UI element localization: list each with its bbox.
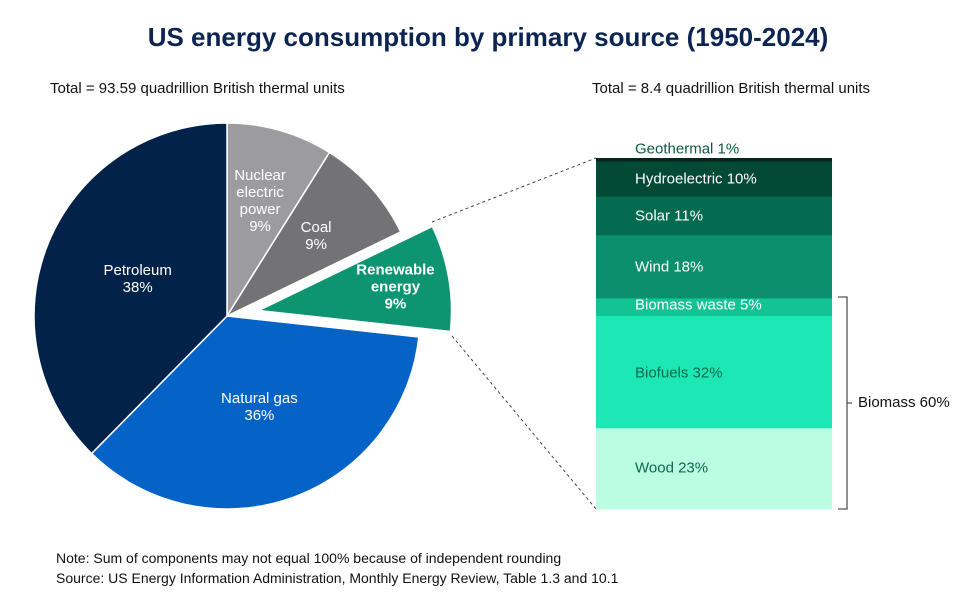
pie-label-line: Natural gas xyxy=(221,389,298,407)
bar-label-biomass: Biomass waste 5% xyxy=(635,296,762,314)
bar-label-geothermal: Geothermal 1% xyxy=(635,140,740,158)
pie-label-line: 9% xyxy=(384,295,407,313)
bar-label-wind: Wind 18% xyxy=(635,258,704,276)
pie-label-line: Coal xyxy=(300,219,332,237)
pie-label-natural-gas: Natural gas 36% xyxy=(221,390,298,424)
bar-total: Total = 8.4 quadrillion British thermal … xyxy=(592,80,871,97)
pie-label-line: Petroleum xyxy=(103,262,172,280)
biomass-group-label: Biomass 60% xyxy=(858,394,950,411)
connector-line-top xyxy=(431,157,597,223)
bar-segment-wind xyxy=(596,235,832,299)
pie-label-line: electric xyxy=(236,183,284,201)
pie-label-line: 9% xyxy=(249,217,271,235)
bar-segment-solar xyxy=(596,196,832,236)
pie-slice-renewable-energy xyxy=(255,225,453,333)
biomass-bracket xyxy=(838,296,852,510)
bar-segment-biofuels xyxy=(596,315,832,429)
pie-slice-coal xyxy=(224,151,402,318)
pie-label-line: Renewable xyxy=(356,261,435,279)
pie-slice-nuclear-electric-power xyxy=(226,122,331,319)
bar-segment-wood xyxy=(596,428,832,510)
bar-label-wood: Wood 23% xyxy=(635,459,709,477)
bar-segment-biomass xyxy=(596,298,832,317)
bar-segment-hydroelectric xyxy=(596,161,832,198)
pie-label-line: 36% xyxy=(244,406,275,424)
pie-label-line: 9% xyxy=(305,236,327,254)
bar-label-biofuels: Biofuels 32% xyxy=(635,364,723,382)
pie-label-line: Nuclear xyxy=(234,166,286,184)
pie-label-petroleum: Petroleum 38% xyxy=(104,262,172,296)
chart-title: US energy consumption by primary source … xyxy=(147,22,829,52)
pie-label-coal: Coal 9% xyxy=(301,219,332,253)
bar-label-hydroelectric: Hydroelectric 10% xyxy=(635,170,757,188)
pie-label-line: energy xyxy=(370,278,421,296)
pie-total: Total = 93.59 quadrillion British therma… xyxy=(50,80,345,97)
source-text: Source: US Energy Information Administra… xyxy=(56,570,619,586)
pie-label-renewable-energy: Renewable energy 9% xyxy=(356,261,434,312)
bar-label-solar: Solar 11% xyxy=(635,207,704,225)
connector-line-bottom xyxy=(451,335,597,510)
pie-slice-petroleum xyxy=(33,122,228,455)
pie-label-line: 38% xyxy=(122,279,153,297)
note-text: Note: Sum of components may not equal 10… xyxy=(56,550,562,566)
bar-segment-geothermal xyxy=(596,158,832,163)
pie-slice-natural-gas xyxy=(90,315,420,510)
pie-label-nuclear-electric-power: Nuclear electric power 9% xyxy=(234,167,286,235)
pie-label-line: power xyxy=(239,200,281,218)
